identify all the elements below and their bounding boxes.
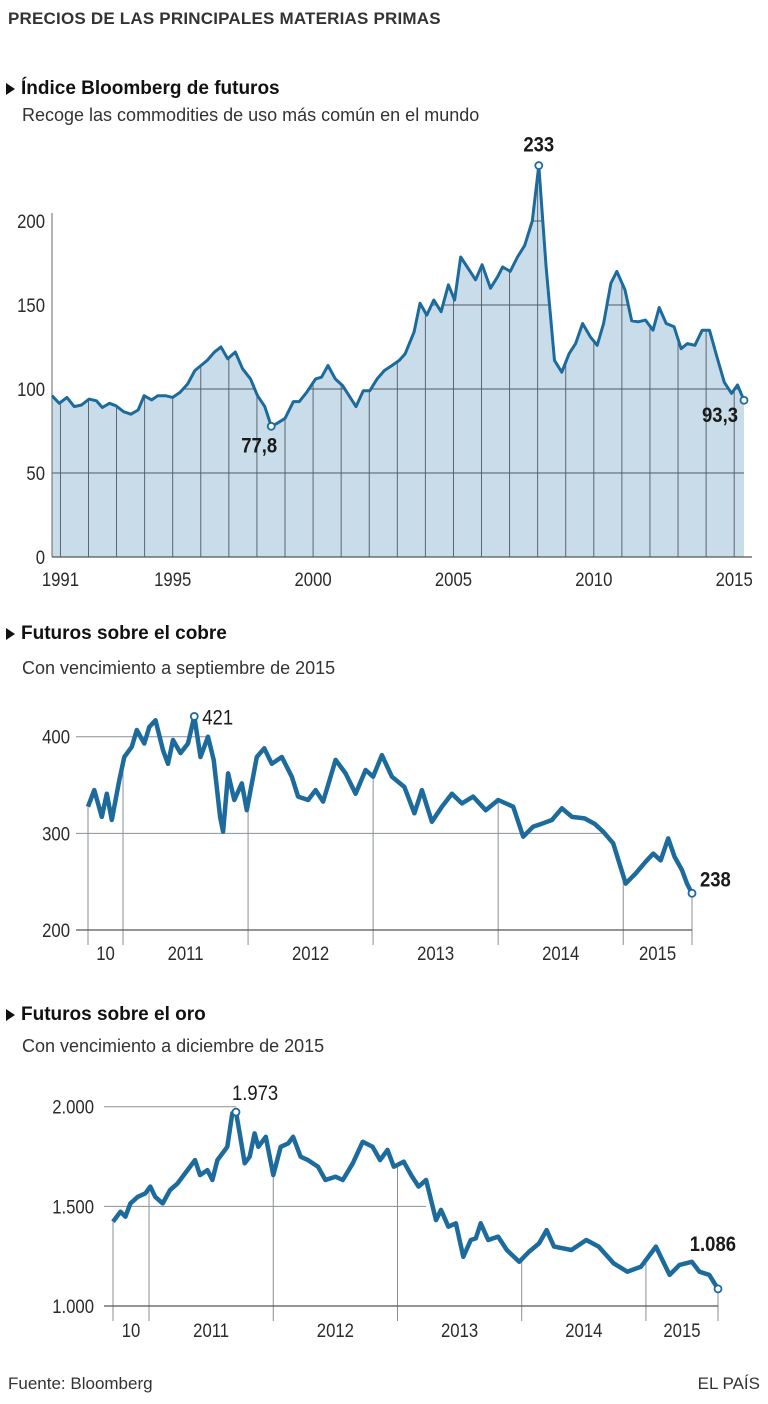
chart-subtitle: Con vencimiento a diciembre de 2015 xyxy=(22,1036,325,1056)
gridlines xyxy=(104,1106,719,1321)
annotation-marker xyxy=(189,712,199,721)
y-tick-label: 100 xyxy=(17,379,45,400)
series-area xyxy=(52,165,744,557)
x-tick-label: 2015 xyxy=(716,569,753,590)
annotation-marker xyxy=(231,1107,241,1117)
annotation-label: 93,3 xyxy=(702,404,738,427)
x-tick-label: 2011 xyxy=(168,943,204,964)
annotation-marker xyxy=(534,161,544,170)
triangle-bullet-icon xyxy=(6,628,15,640)
x-tick-label: 2012 xyxy=(292,943,329,964)
y-tick-label: 150 xyxy=(17,295,45,316)
annotation-marker xyxy=(739,395,749,405)
annotation-label: 1.973 xyxy=(232,1082,278,1105)
section-heading-copper: Futuros sobre el cobre xyxy=(6,623,227,645)
y-tick-label: 1.500 xyxy=(52,1196,94,1217)
infographic-title: PRECIOS DE LAS PRINCIPALES MATERIAS PRIM… xyxy=(8,9,441,28)
y-tick-label: 0 xyxy=(36,547,45,568)
chart-subtitle: Con vencimiento a septiembre de 2015 xyxy=(22,658,336,678)
x-tick-label: 1991 xyxy=(42,569,79,590)
y-tick-label: 1.000 xyxy=(52,1296,94,1317)
triangle-bullet-icon xyxy=(6,1009,15,1021)
annotation-label: 77,8 xyxy=(241,434,277,457)
annotation-label: 238 xyxy=(700,868,731,891)
annotation-label: 1.086 xyxy=(690,1233,736,1256)
x-tick-label: 2011 xyxy=(193,1320,229,1341)
section-heading-gold: Futuros sobre el oro xyxy=(6,1004,206,1026)
y-tick-label: 200 xyxy=(17,211,45,232)
x-tick-label: 10 xyxy=(122,1320,141,1341)
annotation-marker xyxy=(266,421,276,431)
series-line xyxy=(50,164,746,428)
x-tick-label: 2005 xyxy=(435,569,472,590)
y-tick-label: 300 xyxy=(42,823,70,844)
gridlines xyxy=(76,736,693,945)
x-tick-label: 2014 xyxy=(542,943,579,964)
chart-title: Futuros sobre el oro xyxy=(21,1004,206,1025)
y-tick-label: 50 xyxy=(26,463,45,484)
x-tick-label: 2013 xyxy=(441,1320,478,1341)
series-line xyxy=(85,714,694,895)
x-tick-label: 2015 xyxy=(639,943,676,964)
y-tick-label: 400 xyxy=(42,727,70,748)
x-tick-label: 2010 xyxy=(575,569,612,590)
triangle-bullet-icon xyxy=(6,83,15,95)
source-note: Fuente: Bloomberg xyxy=(8,1374,153,1393)
annotation-label: 421 xyxy=(202,706,233,729)
x-tick-label: 2013 xyxy=(417,943,454,964)
annotation-marker xyxy=(687,888,697,898)
x-tick-label: 2000 xyxy=(295,569,332,590)
x-tick-label: 2014 xyxy=(565,1320,602,1341)
copper-futures-chart: 200 300 400 10 2011 2012 2013 2014 2015 421 238 xyxy=(42,706,731,964)
annotation-label: 233 xyxy=(523,134,554,157)
x-tick-label: 10 xyxy=(96,943,115,964)
chart-title: Futuros sobre el cobre xyxy=(21,623,227,644)
gold-futures-chart: 1.000 1.500 2.000 10 2011 2012 2013 2014 2015 1.9… xyxy=(52,1082,736,1341)
bloomberg-index-chart: 0 50 100 150 200 1991 1995 2000 2005 2010 2015 233 7… xyxy=(17,134,753,591)
x-tick-label: 2015 xyxy=(663,1320,700,1341)
x-tick-label: 2012 xyxy=(317,1320,354,1341)
series-line xyxy=(111,1109,720,1291)
annotation-marker xyxy=(713,1284,723,1294)
section-heading-bloomberg: Índice Bloomberg de futuros xyxy=(6,78,280,100)
x-tick-label: 1995 xyxy=(154,569,191,590)
chart-title: Índice Bloomberg de futuros xyxy=(21,78,280,99)
y-tick-label: 2.000 xyxy=(52,1097,94,1118)
chart-subtitle: Recoge las commodities de uso más común … xyxy=(22,105,480,125)
y-tick-label: 200 xyxy=(42,920,70,941)
brand-logo: EL PAÍS xyxy=(697,1374,760,1393)
